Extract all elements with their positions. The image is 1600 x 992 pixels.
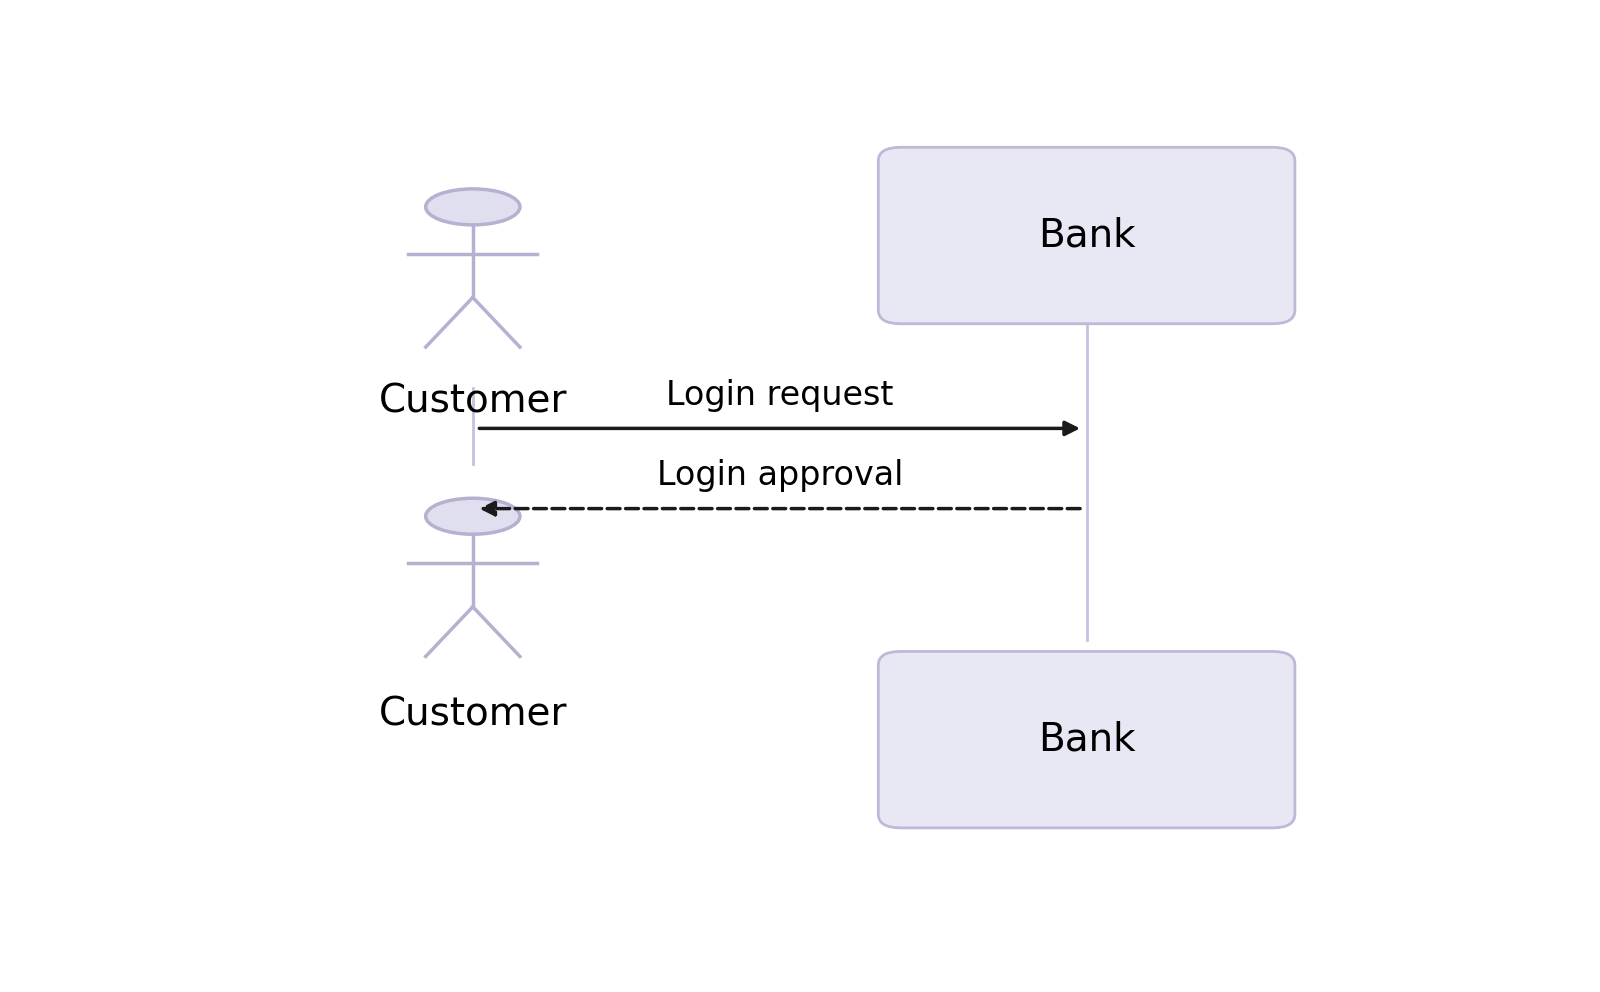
Text: Bank: Bank (1038, 720, 1136, 759)
Ellipse shape (426, 498, 520, 535)
FancyBboxPatch shape (878, 147, 1294, 323)
Text: Login request: Login request (666, 379, 893, 412)
Text: Customer: Customer (379, 383, 566, 421)
Text: Bank: Bank (1038, 216, 1136, 255)
Ellipse shape (426, 188, 520, 225)
Text: Customer: Customer (379, 695, 566, 734)
FancyBboxPatch shape (878, 652, 1294, 828)
Text: Login approval: Login approval (656, 458, 902, 492)
